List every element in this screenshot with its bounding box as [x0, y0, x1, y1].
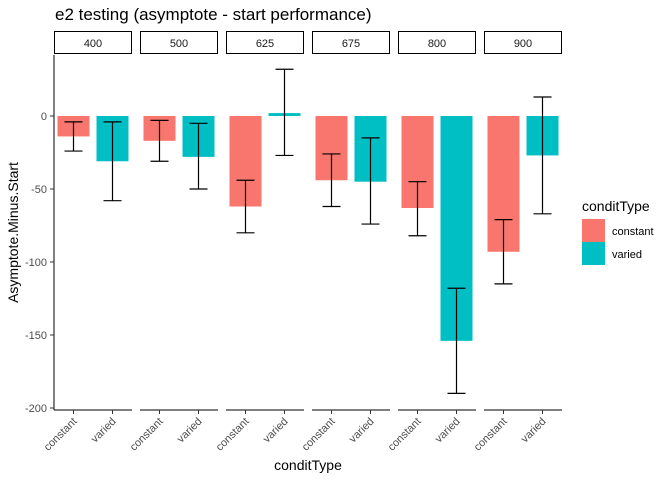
x-tick-label: varied [347, 416, 377, 446]
facet-strip-label: 625 [256, 38, 274, 50]
facet-strip-500 [140, 31, 218, 54]
error-bar-900-varied [533, 96, 552, 215]
facet-strips: 400 500 625 675 800 900 [54, 31, 562, 54]
y-axis-title: Asymptote.Minus.Start [5, 162, 21, 303]
legend-swatch-constant [582, 219, 605, 242]
error-bar-625-constant [236, 179, 255, 234]
legend-label-constant: constant [612, 226, 654, 238]
error-bar-675-varied [361, 137, 380, 225]
x-tick-label: varied [261, 416, 291, 446]
x-tick-label: constant [472, 416, 510, 454]
facet-strip-label: 900 [514, 38, 532, 50]
error-bar-800-constant [408, 181, 427, 237]
x-tick-label: constant [42, 416, 80, 454]
y-tick-label: 0 [41, 111, 47, 123]
error-bars [64, 68, 552, 394]
x-tick-label: varied [175, 416, 205, 446]
y-tick-label: -150 [25, 330, 47, 342]
x-tick-label: constant [300, 416, 338, 454]
error-bar-800-varied [447, 287, 466, 394]
x-axis-title: conditType [274, 457, 342, 473]
legend-swatch-varied [582, 242, 605, 265]
error-bar-675-constant [322, 153, 341, 208]
error-bar-400-varied [103, 121, 122, 202]
facet-strip-400 [54, 31, 132, 54]
bars [57, 113, 559, 341]
legend-label-varied: varied [612, 249, 642, 261]
facet-strip-800 [398, 31, 476, 54]
facet-strip-label: 400 [84, 38, 102, 50]
y-tick-label: -50 [31, 184, 47, 196]
chart-title: e2 testing (asymptote - start performanc… [55, 5, 372, 24]
x-tick-label: varied [519, 416, 549, 446]
legend-title: conditType [582, 198, 650, 214]
facet-strip-675 [312, 31, 390, 54]
error-bar-900-constant [494, 219, 513, 285]
error-bar-500-constant [150, 119, 169, 162]
x-tick-label: constant [214, 416, 252, 454]
error-bar-500-varied [189, 122, 208, 190]
x-tick-label: varied [433, 416, 463, 446]
error-bar-625-varied [275, 68, 294, 157]
facet-strip-625 [226, 31, 304, 54]
error-bar-400-constant [64, 121, 83, 152]
y-tick-label: -100 [25, 257, 47, 269]
x-tick-label: constant [386, 416, 424, 454]
facet-strip-900 [484, 31, 562, 54]
facet-strip-label: 500 [170, 38, 188, 50]
x-tick-label: varied [89, 416, 119, 446]
legend: conditType constant varied [582, 198, 654, 265]
x-tick-label: constant [128, 416, 166, 454]
facet-strip-label: 800 [428, 38, 446, 50]
facet-strip-label: 675 [342, 38, 360, 50]
y-tick-label: -200 [25, 403, 47, 415]
